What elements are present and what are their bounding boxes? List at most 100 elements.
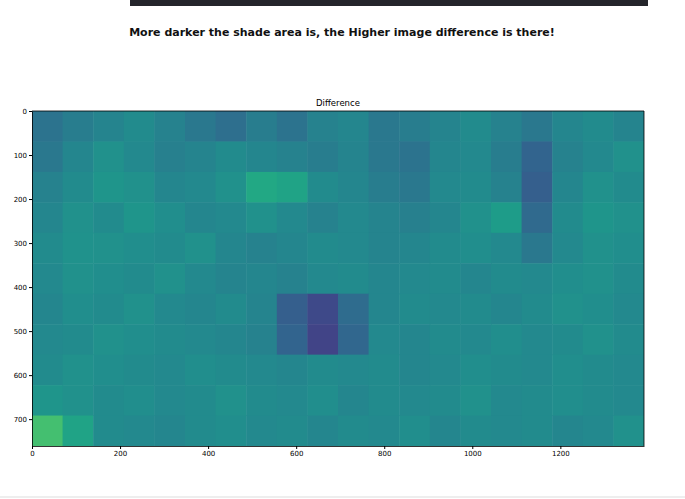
cell xyxy=(430,294,461,325)
cell xyxy=(369,324,400,355)
cell xyxy=(216,233,247,264)
cell xyxy=(216,263,247,294)
tick: 500 xyxy=(14,328,32,336)
cell xyxy=(460,202,491,233)
tick-label: 400 xyxy=(202,450,215,458)
cell xyxy=(552,172,583,203)
tick-mark xyxy=(29,243,32,244)
tick: 700 xyxy=(14,416,32,424)
cell xyxy=(522,355,553,386)
cell xyxy=(63,141,94,172)
cell xyxy=(338,294,369,325)
cell xyxy=(338,385,369,416)
cell xyxy=(154,141,185,172)
cell xyxy=(32,111,63,142)
tick-label: 1000 xyxy=(464,450,482,458)
cell xyxy=(32,263,63,294)
cell xyxy=(277,416,308,446)
tick-mark xyxy=(472,446,473,449)
cell xyxy=(522,263,553,294)
cell xyxy=(430,141,461,172)
cell xyxy=(277,111,308,142)
cell xyxy=(216,324,247,355)
cell xyxy=(491,294,522,325)
tick-mark xyxy=(384,446,385,449)
cell xyxy=(460,111,491,142)
cell xyxy=(307,233,338,264)
tick: 200 xyxy=(14,196,32,204)
tick: 0 xyxy=(23,108,32,116)
cell xyxy=(552,416,583,446)
cell xyxy=(552,385,583,416)
cell xyxy=(124,202,155,233)
cell xyxy=(338,324,369,355)
axis-line xyxy=(33,446,645,447)
cell xyxy=(246,172,277,203)
cell xyxy=(307,416,338,446)
cell xyxy=(491,324,522,355)
cell xyxy=(613,172,644,203)
cell xyxy=(93,263,124,294)
tick: 600 xyxy=(14,372,32,380)
bottom-rule xyxy=(0,497,685,498)
cell xyxy=(522,385,553,416)
cell xyxy=(613,355,644,386)
cell xyxy=(246,202,277,233)
tick-mark xyxy=(29,287,32,288)
cell xyxy=(583,324,614,355)
cell xyxy=(216,416,247,446)
cell xyxy=(277,355,308,386)
cell xyxy=(32,294,63,325)
heading: More darker the shade area is, the Highe… xyxy=(129,26,555,39)
cell xyxy=(583,111,614,142)
cell xyxy=(246,324,277,355)
cell xyxy=(154,111,185,142)
tick-mark xyxy=(560,446,561,449)
tick-label: 100 xyxy=(14,152,27,160)
cell xyxy=(613,141,644,172)
cell xyxy=(430,233,461,264)
cell xyxy=(430,202,461,233)
cell xyxy=(93,111,124,142)
cell xyxy=(430,111,461,142)
cell xyxy=(277,233,308,264)
cell xyxy=(338,416,369,446)
cell xyxy=(185,172,216,203)
cell xyxy=(491,263,522,294)
tick: 600 xyxy=(290,446,303,458)
tick-mark xyxy=(29,331,32,332)
cell xyxy=(124,294,155,325)
cell xyxy=(154,263,185,294)
tick-label: 200 xyxy=(14,196,27,204)
tick-mark xyxy=(29,111,32,112)
cell xyxy=(399,111,430,142)
cell xyxy=(491,355,522,386)
cell xyxy=(124,355,155,386)
cell xyxy=(399,202,430,233)
tick: 400 xyxy=(202,446,215,458)
cell xyxy=(430,416,461,446)
cell xyxy=(185,263,216,294)
cell xyxy=(246,111,277,142)
cell xyxy=(246,263,277,294)
cell xyxy=(338,202,369,233)
cell xyxy=(124,111,155,142)
cell xyxy=(369,172,400,203)
cell xyxy=(63,111,94,142)
cell xyxy=(460,294,491,325)
cell xyxy=(216,141,247,172)
frame xyxy=(32,111,644,446)
tick-label: 800 xyxy=(378,450,391,458)
cell xyxy=(216,385,247,416)
cell xyxy=(93,294,124,325)
tick-mark xyxy=(29,419,32,420)
tick-label: 400 xyxy=(14,284,27,292)
page: More darker the shade area is, the Highe… xyxy=(0,0,685,499)
cell xyxy=(460,141,491,172)
cell xyxy=(93,141,124,172)
cell xyxy=(246,416,277,446)
cell xyxy=(93,324,124,355)
cell xyxy=(307,385,338,416)
cell xyxy=(583,416,614,446)
cell xyxy=(583,202,614,233)
